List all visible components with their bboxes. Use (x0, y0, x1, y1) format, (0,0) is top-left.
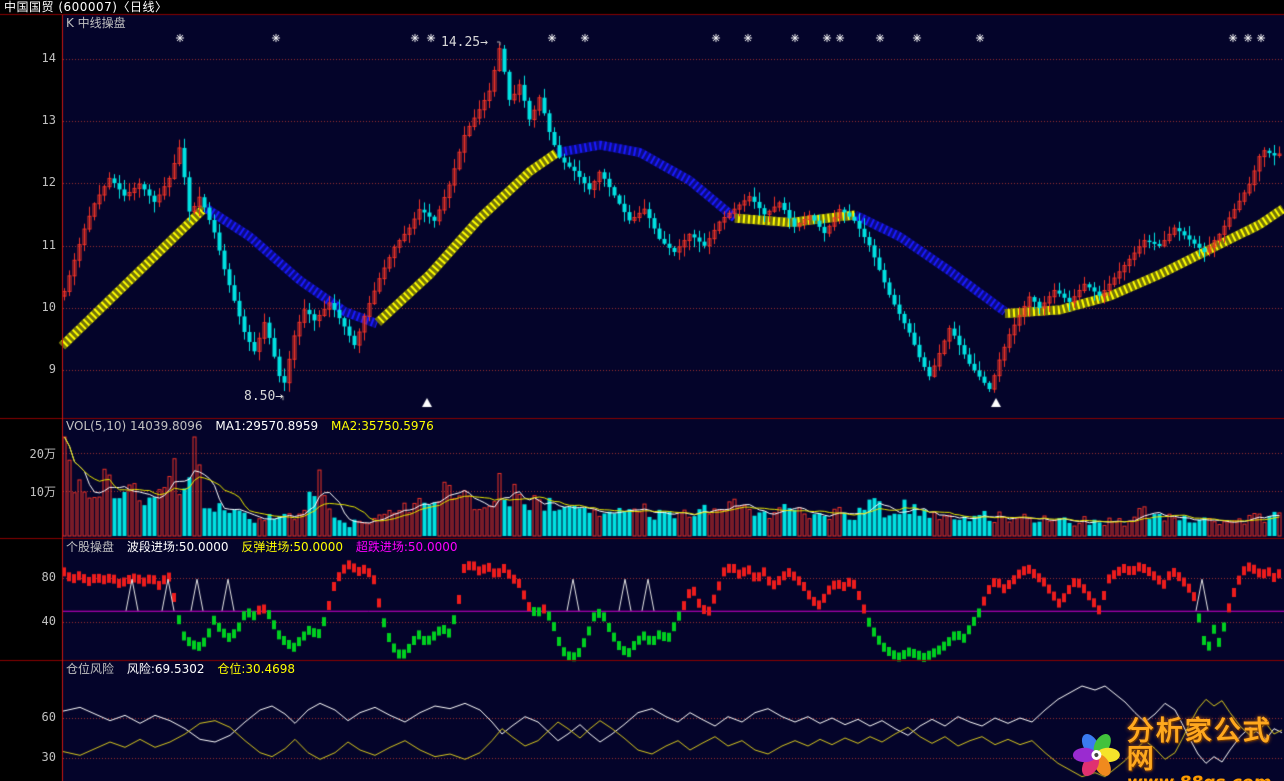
y-tick-main: 9 (48, 362, 56, 376)
risk-value: 风险:69.5302 (126, 662, 205, 676)
y-tick-main: 14 (41, 51, 56, 65)
y-tick-osc: 80 (41, 570, 56, 584)
risk-header: 仓位风险 风险:69.5302 仓位:30.4698 (66, 663, 304, 676)
y-tick-main: 11 (41, 238, 56, 252)
watermark-site-url: www.88gs.com (1127, 774, 1284, 781)
watermark-site-name: 分析家公式网 (1126, 716, 1272, 775)
y-tick-risk: 30 (41, 750, 56, 764)
low-annotation: 8.50→ (244, 389, 284, 404)
osc-rebound-entry-value: 反弹进场:50.0000 (241, 540, 344, 554)
volume-header: VOL(5,10) 14039.8096 MA1:29570.8959 MA2:… (66, 420, 443, 433)
position-value: 仓位:30.4698 (217, 662, 296, 676)
y-tick-main: 12 (41, 175, 56, 189)
y-tick-volume: 20万 (29, 447, 56, 461)
osc-header: 个股操盘 波段进场:50.0000 反弹进场:50.0000 超跌进场:50.0… (66, 541, 467, 554)
y-tick-main: 13 (41, 113, 56, 127)
risk-title: 仓位风险 (66, 662, 115, 676)
main-indicator-label: K 中线操盘 (66, 16, 126, 30)
volume-title: VOL(5,10) 14039.8096 (66, 419, 203, 433)
high-annotation: 14.25→ (441, 35, 488, 50)
flower-logo (1072, 734, 1120, 776)
volume-ma1-value: MA1:29570.8959 (215, 419, 319, 433)
osc-title: 个股操盘 (66, 540, 115, 554)
y-tick-osc: 40 (41, 614, 56, 628)
watermark[interactable]: 分析家公式网 www.88gs.com (1072, 718, 1284, 781)
y-tick-volume: 10万 (29, 485, 56, 499)
watermark-text: 分析家公式网 www.88gs.com (1127, 718, 1284, 781)
window-title: 中国国贸 (600007)〈日线〉 (4, 0, 168, 14)
volume-ma2-value: MA2:35750.5976 (331, 419, 434, 433)
y-tick-risk: 60 (41, 710, 56, 724)
osc-band-entry-value: 波段进场:50.0000 (126, 540, 229, 554)
y-tick-main: 10 (41, 300, 56, 314)
osc-oversold-entry-value: 超跌进场:50.0000 (355, 540, 458, 554)
